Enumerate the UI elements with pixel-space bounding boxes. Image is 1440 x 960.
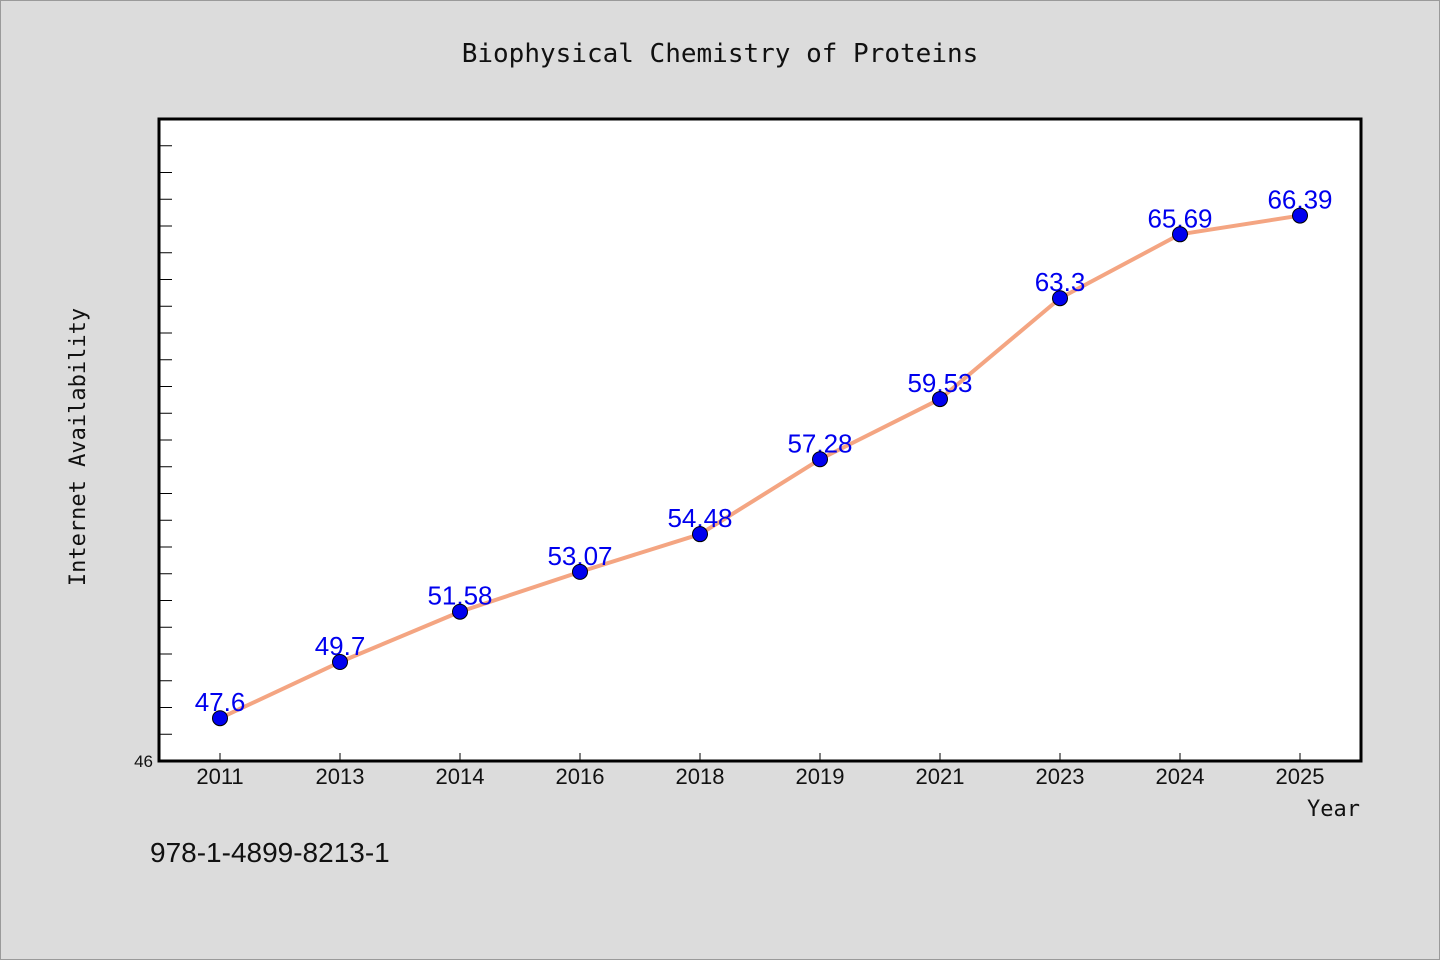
- data-point: [212, 710, 228, 727]
- data-point: [1292, 207, 1308, 224]
- y-axis-ticks: [159, 145, 172, 735]
- x-tick-label: 2016: [556, 764, 605, 789]
- y-tick-label: 46: [134, 752, 153, 771]
- data-point: [812, 451, 828, 468]
- x-tick-label: 2021: [916, 764, 965, 789]
- x-tick-label: 2018: [676, 764, 725, 789]
- x-tick-label: 2019: [796, 764, 845, 789]
- data-point: [332, 654, 348, 671]
- x-axis-ticks: 2011 2013 2014 2016 2018 2019 2021 2023 2024 2025: [196, 753, 1324, 789]
- y-axis-label: Internet Availability: [66, 308, 91, 586]
- isbn-text: 978-1-4899-8213-1: [150, 837, 390, 868]
- x-tick-label: 2014: [436, 764, 485, 789]
- x-tick-label: 2023: [1036, 764, 1085, 789]
- data-point: [692, 526, 708, 543]
- x-axis-label: Year: [1307, 797, 1360, 822]
- x-tick-label: 2024: [1156, 764, 1205, 789]
- data-point: [1052, 290, 1068, 307]
- x-tick-label: 2025: [1276, 764, 1325, 789]
- data-point: [572, 563, 588, 580]
- data-point: [932, 391, 948, 408]
- data-point: [1172, 226, 1188, 243]
- series-line: [218, 213, 1302, 721]
- series-layer: 47.649.751.5853.0754.4857.2859.5363.365.…: [195, 185, 1333, 727]
- x-tick-label: 2013: [316, 764, 365, 789]
- data-point: [452, 603, 468, 620]
- x-tick-label: 2011: [196, 764, 243, 789]
- chart-title: Biophysical Chemistry of Proteins: [462, 39, 979, 69]
